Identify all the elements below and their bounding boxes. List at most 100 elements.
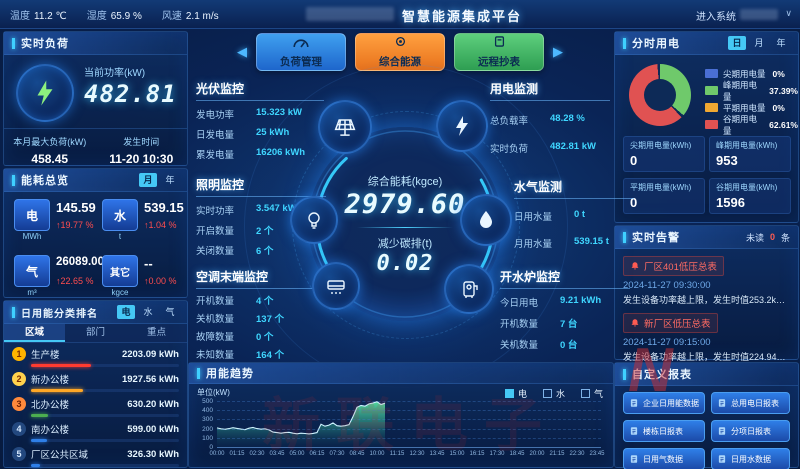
toggle-year[interactable]: 年 bbox=[776, 38, 786, 48]
overview-gas: 气 m³ 26089.00 ↑22.65 % bbox=[14, 255, 104, 305]
report-button[interactable]: 日用气数据 bbox=[623, 448, 705, 469]
blurred-username[interactable] bbox=[740, 9, 778, 20]
prev-arrow[interactable]: ◀ bbox=[237, 44, 247, 59]
header-accent bbox=[12, 37, 15, 49]
toggle-year[interactable]: 年 bbox=[165, 175, 175, 185]
group-title: 水气监测 bbox=[514, 178, 634, 199]
x-tick-label: 12:30 bbox=[409, 451, 425, 457]
legend-row: 尖期用电量 0% bbox=[705, 65, 798, 82]
nav-button-remote-meter[interactable]: 远程抄表 bbox=[454, 33, 544, 71]
boiler-icon bbox=[444, 264, 494, 314]
legend-gas[interactable]: 气 bbox=[580, 387, 603, 400]
ranking-row: 3 北办公楼 630.20 kWh bbox=[4, 393, 187, 417]
current-power-label: 当前功率(kW) bbox=[84, 68, 146, 79]
panel-realtime-alerts: 实时告警 未读 0 条 厂区401低压总表 2024-11-27 09:30:00 … bbox=[614, 225, 799, 363]
report-button[interactable]: 日用水数据 bbox=[711, 448, 790, 469]
pv-monitoring: 光伏监控 发电功率 15.323 kW 日发电量 25 kWh 累发电量 16206 … bbox=[196, 80, 324, 161]
toggle-month[interactable]: 月 bbox=[139, 173, 157, 187]
checkbox-unchecked-icon bbox=[542, 389, 552, 398]
realtime-load-footer: 本月最大负荷(kW) 458.45 发生时间 11-20 10:30 bbox=[4, 128, 187, 166]
tab-department[interactable]: 部门 bbox=[85, 327, 105, 338]
x-tick-label: 18:45 bbox=[509, 451, 525, 457]
y-tick-label: 100 bbox=[202, 434, 213, 442]
group-title: 开水炉监控 bbox=[500, 268, 630, 289]
trend-line bbox=[216, 401, 386, 435]
tou-legend-swatch bbox=[705, 69, 718, 78]
ranking-bar-fill bbox=[31, 439, 48, 442]
carbon-reduction-value: 0.02 bbox=[376, 250, 434, 276]
gridline bbox=[217, 437, 601, 439]
toggle-electric[interactable]: 电 bbox=[117, 305, 135, 319]
ranking-name: 新办公楼 bbox=[31, 375, 70, 386]
x-tick-label: 16:15 bbox=[469, 451, 485, 457]
gridline bbox=[217, 419, 601, 421]
carbon-reduction-label: 减少碳排(t) bbox=[377, 237, 433, 250]
ranking-name: 厂区公共区域 bbox=[31, 450, 89, 461]
alarm-bell-icon bbox=[631, 262, 639, 270]
boiler-monitoring: 开水炉监控 今日用电 9.21 kWh 开机数量 7 台 关机数量 0 台 bbox=[500, 268, 630, 351]
ranking-name: 北办公楼 bbox=[31, 400, 70, 411]
panel-title: 自定义报表 bbox=[632, 369, 692, 381]
humidity: 湿度 65.9 % bbox=[86, 11, 142, 22]
weather-strip: 温度 11.2 ℃ 湿度 65.9 % 风速 2.1 m/s bbox=[10, 7, 219, 22]
x-tick-label: 23:45 bbox=[589, 451, 605, 457]
report-button[interactable]: 企业日用能数据 bbox=[623, 392, 705, 414]
legend-electric[interactable]: 电 bbox=[504, 387, 527, 400]
gear-icon bbox=[394, 35, 407, 53]
ranking-value: 1927.56 kWh bbox=[121, 373, 179, 385]
x-tick-label: 06:15 bbox=[309, 451, 325, 457]
toggle-month[interactable]: 月 bbox=[754, 38, 764, 48]
document-icon bbox=[718, 427, 726, 435]
panel-energy-ranking: 日用能分类排名 电 水 气 区域 部门 重点 1 生产楼 2203.09 kWh 2… bbox=[3, 300, 188, 468]
enter-system-link[interactable]: 进入系统 bbox=[696, 12, 736, 23]
panel-ranking-header: 日用能分类排名 电 水 气 bbox=[4, 301, 187, 324]
trend-chart bbox=[216, 401, 386, 447]
rank-medal: 1 bbox=[12, 347, 26, 361]
x-tick-label: 21:15 bbox=[549, 451, 565, 457]
checkbox-checked-icon bbox=[504, 389, 514, 398]
lightning-icon bbox=[16, 64, 74, 122]
report-button[interactable]: 楼栋日报表 bbox=[623, 420, 705, 442]
next-arrow[interactable]: ▶ bbox=[553, 44, 563, 59]
report-button[interactable]: 分项日报表 bbox=[711, 420, 790, 442]
alert-desc: 发生设备功率越上限，发生时值253.2kW，... bbox=[623, 295, 787, 305]
trend-up: ↑0.00 % bbox=[144, 276, 177, 286]
y-tick-label: 300 bbox=[202, 416, 213, 424]
alert-item[interactable]: 新厂区低压总表 2024-11-27 09:15:00 发生设备功率越上限，发生… bbox=[623, 313, 790, 363]
chevron-down-icon[interactable]: ∨ bbox=[785, 8, 792, 18]
nav-button-load-management[interactable]: 负荷管理 bbox=[256, 33, 346, 71]
panel-realtime-load: 实时负荷 当前功率(kW) 482.81 本月最大负荷(kW) 458.45 发… bbox=[3, 31, 188, 166]
legend-row: 峰期用电量 37.39% bbox=[705, 80, 798, 102]
rank-medal: 3 bbox=[12, 397, 26, 411]
current-power-value: 482.81 bbox=[84, 80, 177, 108]
ranking-value: 630.20 kWh bbox=[127, 398, 179, 410]
alert-item[interactable]: 厂区401低压总表 2024-11-27 09:30:00 发生设备功率越上限，… bbox=[623, 256, 790, 306]
toggle-water[interactable]: 水 bbox=[143, 307, 153, 317]
alert-name[interactable]: 新厂区低压总表 bbox=[623, 313, 718, 333]
lightning-icon bbox=[436, 100, 488, 152]
legend-water[interactable]: 水 bbox=[542, 387, 565, 400]
alert-name[interactable]: 厂区401低压总表 bbox=[623, 256, 724, 276]
trend-area bbox=[217, 401, 385, 447]
ranking-value: 326.30 kWh bbox=[127, 448, 179, 460]
gauge-icon bbox=[292, 35, 310, 53]
toggle-day[interactable]: 日 bbox=[728, 36, 746, 50]
air-conditioner-icon bbox=[312, 262, 360, 310]
ranking-row: 5 厂区公共区域 326.30 kWh bbox=[4, 443, 187, 467]
rank-medal: 5 bbox=[12, 447, 26, 461]
toggle-gas[interactable]: 气 bbox=[165, 307, 175, 317]
tab-region[interactable]: 区域 bbox=[4, 324, 65, 342]
tou-legend-swatch bbox=[705, 86, 718, 95]
trend-up: ↑19.77 % bbox=[56, 220, 94, 230]
header-accent bbox=[197, 367, 200, 379]
x-tick-label: 01:15 bbox=[229, 451, 245, 457]
tab-key[interactable]: 重点 bbox=[146, 327, 166, 338]
panel-title: 分时用电 bbox=[632, 38, 680, 50]
report-button[interactable]: 总用电日报表 bbox=[711, 392, 790, 414]
page-title: 智慧能源集成平台 bbox=[402, 9, 523, 24]
panel-tou-header: 分时用电 日 月 年 bbox=[615, 32, 798, 55]
max-load: 本月最大负荷(kW) 458.45 bbox=[13, 137, 87, 166]
panel-title: 用能趋势 bbox=[206, 368, 254, 380]
ranking-bar-fill bbox=[31, 364, 91, 367]
x-tick-label: 17:30 bbox=[489, 451, 505, 457]
